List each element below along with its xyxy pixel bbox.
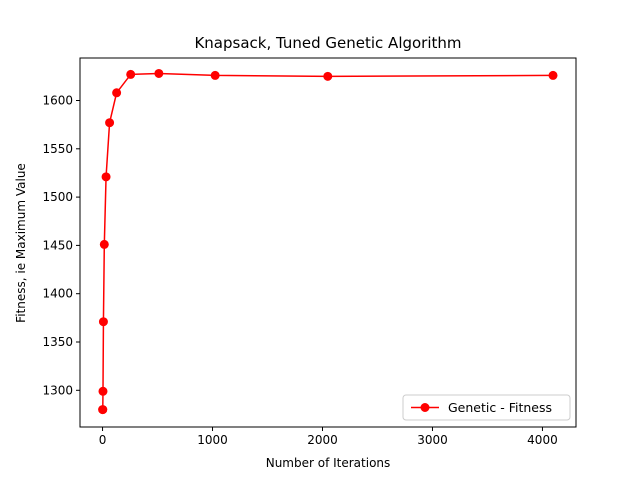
plot-frame xyxy=(79,57,577,428)
x-tick-label: 4000 xyxy=(527,433,558,447)
y-tick-label: 1350 xyxy=(42,335,73,349)
y-tick-label: 1300 xyxy=(42,383,73,397)
data-point xyxy=(548,70,558,80)
x-axis-label: Number of Iterations xyxy=(266,456,391,470)
data-point xyxy=(101,172,111,182)
plot-area: 0 1000 2000 3000 4000 1300 1350 1400 1450 1500 155… xyxy=(42,57,577,447)
data-point xyxy=(323,71,333,81)
legend: Genetic - Fitness xyxy=(402,394,571,421)
x-tick-label: 3000 xyxy=(417,433,448,447)
y-tick-label: 1450 xyxy=(42,238,73,252)
chart-title: Knapsack, Tuned Genetic Algorithm xyxy=(194,34,461,52)
x-tick-label: 1000 xyxy=(197,433,228,447)
y-tick-label: 1400 xyxy=(42,287,73,301)
data-point xyxy=(98,405,108,415)
data-point xyxy=(98,386,108,396)
x-tick-label: 2000 xyxy=(307,433,338,447)
legend-label: Genetic - Fitness xyxy=(448,400,552,415)
data-point xyxy=(99,239,109,249)
y-tick-label: 1550 xyxy=(42,142,73,156)
legend-marker xyxy=(420,403,430,412)
y-tick-label: 1600 xyxy=(42,94,73,108)
data-point xyxy=(105,118,115,128)
data-point xyxy=(126,69,136,79)
y-tick-label: 1500 xyxy=(42,190,73,204)
data-point xyxy=(154,68,164,78)
data-point xyxy=(98,317,108,327)
data-point xyxy=(112,88,122,98)
legend-box xyxy=(402,394,571,421)
y-axis-label: Fitness, ie Maximum Value xyxy=(14,163,28,323)
data-point xyxy=(210,70,220,80)
x-tick-label: 0 xyxy=(99,433,107,447)
